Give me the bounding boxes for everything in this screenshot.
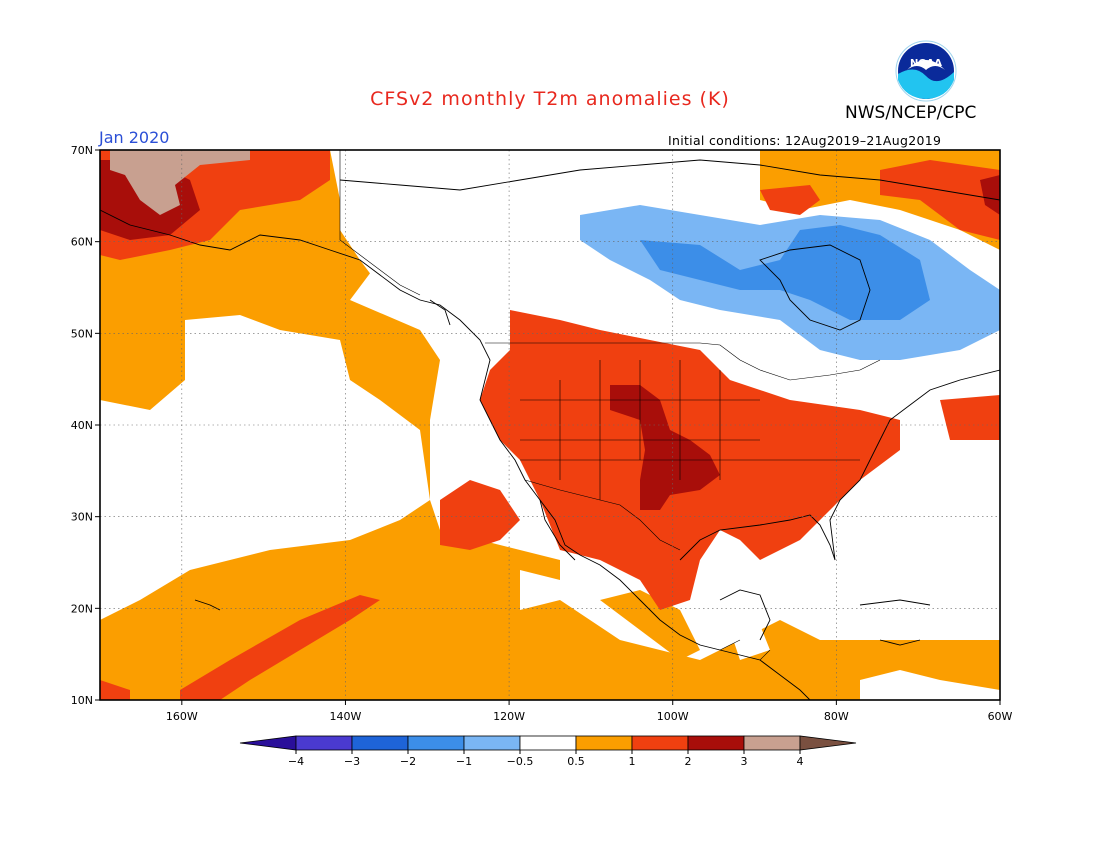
anomaly-region-red bbox=[760, 185, 820, 215]
colorbar-segment bbox=[295, 735, 353, 751]
latitude-tick-label: 10N bbox=[71, 694, 93, 707]
colorbar-tick-label: 0.5 bbox=[567, 755, 585, 768]
colorbar-segment bbox=[351, 735, 409, 751]
latitude-tick-label: 40N bbox=[71, 419, 93, 432]
anomaly-region-red bbox=[180, 595, 380, 700]
latitude-labels: 70N 60N 50N 40N 30N 20N 10N bbox=[71, 144, 100, 707]
anomaly-region-red bbox=[100, 680, 130, 700]
longitude-tick-label: 100W bbox=[657, 710, 689, 723]
colorbar-tick-label: 1 bbox=[629, 755, 636, 768]
longitude-tick-label: 80W bbox=[824, 710, 849, 723]
anomaly-region-orange bbox=[600, 590, 700, 660]
colorbar-min-arrow bbox=[239, 735, 297, 751]
colorbar-max-arrow bbox=[799, 735, 857, 751]
initial-conditions: Initial conditions: 12Aug2019–21Aug2019 bbox=[668, 133, 942, 148]
colorbar: −4 −3 −2 −1 −0.5 0.5 1 2 3 4 bbox=[239, 735, 857, 768]
latitude-tick-label: 70N bbox=[71, 144, 93, 157]
colorbar-tick-label: 3 bbox=[741, 755, 748, 768]
anomaly-region-red bbox=[880, 160, 1000, 240]
colorbar-tick-label: −0.5 bbox=[507, 755, 534, 768]
arctic-coastline bbox=[339, 159, 1000, 201]
longitude-tick-label: 140W bbox=[330, 710, 362, 723]
anomaly-region-white bbox=[860, 670, 1000, 700]
longitude-labels: 160W 140W 120W 100W 80W 60W bbox=[166, 700, 1013, 723]
colorbar-segment bbox=[407, 735, 465, 751]
longitude-tick-label: 120W bbox=[493, 710, 525, 723]
chart-title: CFSv2 monthly T2m anomalies (K) bbox=[370, 88, 730, 110]
anomaly-region-red bbox=[440, 480, 520, 550]
colorbar-tick-label: 4 bbox=[797, 755, 804, 768]
noaa-logo-icon: NOAA bbox=[895, 40, 957, 102]
coastlines bbox=[100, 159, 1000, 700]
colorbar-tick-label: −3 bbox=[344, 755, 360, 768]
colorbar-segment bbox=[519, 735, 577, 751]
colorbar-segment bbox=[575, 735, 633, 751]
hudson-bay-coastline bbox=[759, 244, 871, 331]
anomaly-region-orange bbox=[100, 150, 1000, 700]
gulf-coastline bbox=[679, 369, 1000, 561]
colorbar-segment bbox=[687, 735, 745, 751]
canada-us-border bbox=[485, 342, 881, 381]
forecast-month: Jan 2020 bbox=[99, 128, 170, 147]
anomaly-region-dark-red bbox=[610, 385, 720, 510]
island-coastline bbox=[429, 299, 451, 326]
latitude-tick-label: 20N bbox=[71, 602, 93, 615]
colorbar-tick-label: −2 bbox=[400, 755, 416, 768]
canada-us-border bbox=[339, 150, 421, 296]
latitude-tick-label: 50N bbox=[71, 327, 93, 340]
anomaly-region-blue bbox=[640, 225, 930, 320]
colorbar-segment bbox=[631, 735, 689, 751]
us-mexico-border bbox=[524, 479, 681, 551]
logo-text: NOAA bbox=[910, 58, 942, 69]
anomaly-region-red bbox=[940, 395, 1000, 440]
colorbar-segment bbox=[743, 735, 801, 751]
island-coastline bbox=[194, 599, 221, 611]
longitude-tick-label: 60W bbox=[988, 710, 1013, 723]
longitude-tick-label: 160W bbox=[166, 710, 198, 723]
central-america-borders bbox=[719, 639, 771, 661]
colorbar-tick-label: −4 bbox=[288, 755, 304, 768]
baja-peninsula-coastline bbox=[539, 499, 576, 561]
yucatan-coastline bbox=[719, 589, 771, 641]
agency-label: NWS/NCEP/CPC bbox=[845, 103, 977, 123]
anomaly-region-tan bbox=[110, 150, 250, 215]
island-coastline bbox=[879, 639, 921, 646]
latitude-tick-label: 30N bbox=[71, 511, 93, 524]
colorbar-tick-label: −1 bbox=[456, 755, 472, 768]
anomaly-region-white bbox=[730, 625, 770, 660]
anomaly-region-white bbox=[900, 465, 950, 490]
graticule bbox=[100, 150, 1000, 700]
anomaly-region-white bbox=[100, 315, 430, 620]
anomaly-region-white bbox=[520, 570, 560, 610]
colorbar-tick-label: 2 bbox=[685, 755, 692, 768]
political-borders bbox=[339, 150, 881, 661]
latitude-tick-label: 60N bbox=[71, 236, 93, 249]
anomaly-region-dark-red bbox=[980, 175, 1000, 215]
north-america-coastline bbox=[100, 209, 811, 700]
colorbar-segment bbox=[463, 735, 521, 751]
island-coastline bbox=[859, 599, 931, 606]
us-state-borders bbox=[520, 360, 860, 500]
anomaly-region-white bbox=[700, 540, 745, 620]
